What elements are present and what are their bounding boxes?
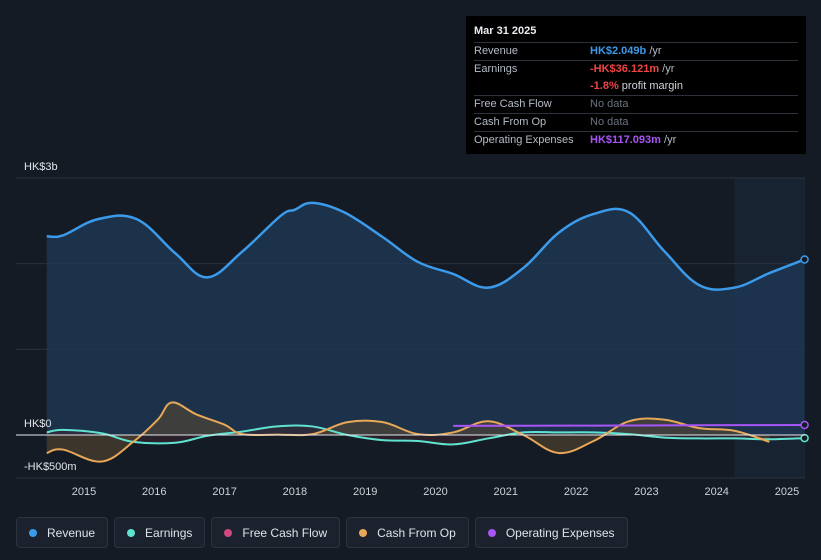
x-tick-label: 2018 bbox=[283, 486, 307, 498]
x-tick-label: 2016 bbox=[142, 486, 166, 498]
y-tick-label: HK$3b bbox=[24, 161, 58, 173]
legend-label: Operating Expenses bbox=[505, 525, 615, 540]
legend-label: Revenue bbox=[47, 525, 96, 540]
revenue-end-marker bbox=[800, 255, 809, 264]
x-tick-label: 2017 bbox=[212, 486, 236, 498]
legend-label: Free Cash Flow bbox=[242, 525, 328, 540]
legend-label: Earnings bbox=[145, 525, 193, 540]
tooltip-label: Free Cash Flow bbox=[474, 98, 552, 110]
y-tick-label: -HK$500m bbox=[24, 461, 77, 473]
tooltip-value: No data bbox=[590, 98, 629, 110]
tooltip-unit: /yr bbox=[646, 45, 662, 57]
tooltip-label: Operating Expenses bbox=[474, 134, 574, 146]
legend-dot-icon bbox=[127, 528, 136, 537]
tooltip-value: -1.8% bbox=[590, 80, 619, 92]
tooltip-row-fcf: Free Cash Flow No data bbox=[474, 95, 798, 113]
tooltip-value: HK$117.093m bbox=[590, 134, 661, 146]
x-tick-label: 2025 bbox=[775, 486, 799, 498]
tooltip-row-margin: -1.8% profit margin bbox=[474, 78, 798, 95]
legend-item-free-cash-flow[interactable]: Free Cash Flow bbox=[211, 517, 341, 548]
x-tick-label: 2015 bbox=[72, 486, 96, 498]
tooltip-label: Revenue bbox=[474, 45, 519, 57]
tooltip-label: Cash From Op bbox=[474, 116, 547, 128]
earnings-end-marker bbox=[800, 433, 809, 443]
tooltip-value: HK$2.049b bbox=[590, 45, 647, 57]
legend-item-earnings[interactable]: Earnings bbox=[114, 517, 206, 548]
legend-label: Cash From Op bbox=[377, 525, 456, 540]
series-lines bbox=[46, 201, 806, 463]
legend-dot-icon bbox=[29, 528, 37, 537]
x-tick-label: 2019 bbox=[353, 486, 377, 498]
tooltip-value: -HK$36.121m bbox=[590, 63, 660, 75]
tooltip-row-cfo: Cash From Op No data bbox=[474, 113, 798, 131]
legend-item-cash-from-op[interactable]: Cash From Op bbox=[346, 517, 469, 548]
cash-from-op-line bbox=[46, 401, 770, 463]
legend-dot-icon bbox=[359, 528, 368, 537]
revenue-area bbox=[46, 202, 805, 435]
y-tick-label: HK$0 bbox=[24, 418, 52, 430]
earnings-area bbox=[46, 425, 805, 445]
tooltip-unit: /yr bbox=[660, 134, 677, 146]
legend-dot-icon bbox=[224, 528, 233, 537]
legend-dot-icon bbox=[487, 528, 496, 537]
revenue-line bbox=[46, 201, 806, 291]
operating-expenses-end-marker bbox=[800, 420, 809, 430]
tooltip-date: Mar 31 2025 bbox=[474, 25, 537, 37]
x-tick-label: 2024 bbox=[704, 486, 728, 498]
y-axis: HK$3b HK$0 -HK$500m bbox=[16, 161, 805, 473]
operating-expenses-line bbox=[453, 423, 805, 427]
tooltip-label: Earnings bbox=[474, 63, 518, 75]
tooltip-unit: /yr bbox=[659, 63, 675, 75]
series-areas bbox=[46, 202, 805, 462]
legend-item-operating-expenses[interactable]: Operating Expenses bbox=[474, 517, 628, 548]
x-tick-label: 2022 bbox=[564, 486, 588, 498]
series-end-markers bbox=[800, 255, 809, 443]
earnings-line bbox=[46, 424, 805, 446]
x-tick-label: 2023 bbox=[634, 486, 658, 498]
x-axis: 2015 2016 2017 2018 2019 2020 2021 2022 2023 2024… bbox=[72, 486, 799, 498]
tooltip-value: No data bbox=[590, 116, 629, 128]
tooltip-row-opex: Operating Expenses HK$117.093m /yr bbox=[474, 131, 798, 149]
chart-legend: Revenue Earnings Free Cash Flow Cash Fro… bbox=[16, 517, 628, 550]
tooltip-unit: profit margin bbox=[618, 80, 683, 92]
tooltip-label bbox=[474, 78, 590, 95]
x-tick-label: 2021 bbox=[494, 486, 518, 498]
data-tooltip: Mar 31 2025 Revenue HK$2.049b /yr Earnin… bbox=[466, 16, 806, 154]
x-tick-label: 2020 bbox=[423, 486, 447, 498]
tooltip-row-earnings: Earnings -HK$36.121m /yr bbox=[474, 60, 798, 78]
legend-item-revenue[interactable]: Revenue bbox=[16, 517, 109, 548]
tooltip-row-revenue: Revenue HK$2.049b /yr bbox=[474, 42, 798, 60]
